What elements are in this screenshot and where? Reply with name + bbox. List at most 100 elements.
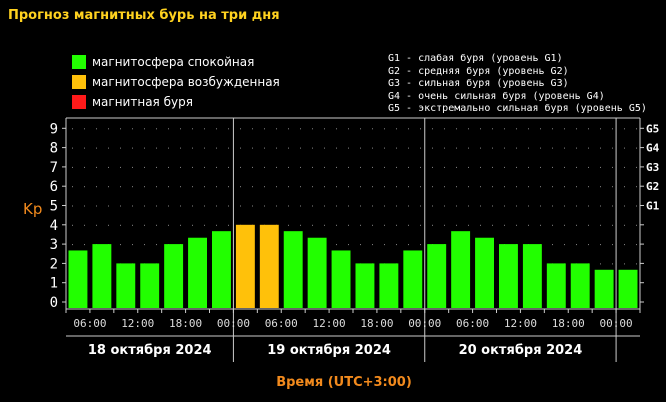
day-label: 18 октября 2024 (88, 343, 212, 358)
kp-bar (451, 231, 471, 308)
grid-dot (564, 147, 565, 149)
grid-dot (540, 128, 541, 130)
grid-dot (540, 186, 541, 188)
grid-dot (444, 128, 445, 130)
grid-dot (240, 147, 241, 149)
grid-dot (456, 128, 457, 130)
grid-dot (588, 186, 589, 188)
grid-dot (396, 186, 397, 188)
grid-dot (72, 224, 73, 226)
grid-dot (264, 166, 265, 168)
grid-dot (408, 166, 409, 168)
grid-dot (552, 128, 553, 130)
grid-dot (564, 128, 565, 130)
grid-dot (384, 147, 385, 149)
grid-dot (636, 205, 637, 207)
grid-dot (156, 224, 157, 226)
grid-dot (132, 244, 133, 246)
grid-dot (132, 205, 133, 207)
grid-dot (468, 205, 469, 207)
grid-dot (540, 224, 541, 226)
grid-dot (396, 224, 397, 226)
grid-dot (444, 147, 445, 149)
grid-dot (432, 186, 433, 188)
grid-dot (144, 244, 145, 246)
grid-dot (384, 205, 385, 207)
grid-dot (204, 224, 205, 226)
grid-dot (360, 224, 361, 226)
grid-dot (600, 244, 601, 246)
grid-dot (408, 205, 409, 207)
grid-dot (360, 186, 361, 188)
grid-dot (528, 166, 529, 168)
grid-dot (348, 224, 349, 226)
kp-bar (379, 263, 399, 308)
grid-dot (108, 205, 109, 207)
x-tick-label: 18:00 (169, 317, 202, 330)
grid-dot (204, 166, 205, 168)
grid-dot (348, 147, 349, 149)
grid-dot (576, 205, 577, 207)
kp-bar (212, 231, 231, 308)
grid-dot (348, 166, 349, 168)
grid-dot (144, 205, 145, 207)
grid-dot (432, 224, 433, 226)
grid-dot (120, 166, 121, 168)
grid-dot (492, 166, 493, 168)
grid-dot (564, 244, 565, 246)
grid-dot (324, 224, 325, 226)
y-tick-label: 8 (50, 141, 58, 157)
grid-dot (420, 244, 421, 246)
grid-dot (228, 205, 229, 207)
grid-dot (492, 186, 493, 188)
grid-dot (552, 166, 553, 168)
grid-dot (144, 186, 145, 188)
grid-dot (312, 224, 313, 226)
grid-dot (600, 224, 601, 226)
grid-dot (276, 166, 277, 168)
grid-dot (432, 147, 433, 149)
grid-dot (444, 186, 445, 188)
grid-dot (456, 186, 457, 188)
grid-dot (564, 186, 565, 188)
grid-dot (540, 166, 541, 168)
g-tick-label: G3 (646, 161, 659, 174)
grid-dot (576, 224, 577, 226)
grid-dot (72, 205, 73, 207)
grid-dot (360, 147, 361, 149)
grid-dot (204, 186, 205, 188)
kp-bar (188, 237, 207, 308)
y-tick-label: 4 (50, 218, 58, 234)
grid-dot (312, 166, 313, 168)
grid-dot (480, 224, 481, 226)
grid-dot (216, 147, 217, 149)
grid-dot (468, 128, 469, 130)
grid-dot (408, 244, 409, 246)
grid-dot (72, 166, 73, 168)
grid-dot (504, 128, 505, 130)
kp-bar (618, 269, 638, 308)
grid-dot (480, 166, 481, 168)
x-tick-label: 18:00 (360, 317, 393, 330)
g-level: G2 - средняя буря (уровень G2) (388, 65, 569, 77)
grid-dot (336, 224, 337, 226)
g-tick-label: G1 (646, 200, 660, 213)
grid-dot (312, 147, 313, 149)
kp-bar (235, 224, 255, 308)
y-tick-label: 0 (50, 295, 58, 311)
grid-dot (288, 224, 289, 226)
grid-dot (612, 263, 613, 265)
grid-dot (348, 128, 349, 130)
grid-dot (156, 166, 157, 168)
grid-dot (624, 166, 625, 168)
x-tick-label: 12:00 (504, 317, 537, 330)
grid-dot (276, 205, 277, 207)
grid-dot (372, 166, 373, 168)
x-tick-label: 00:00 (600, 317, 633, 330)
grid-dot (432, 205, 433, 207)
grid-dot (396, 128, 397, 130)
grid-dot (252, 166, 253, 168)
grid-dot (264, 205, 265, 207)
grid-dot (132, 166, 133, 168)
grid-dot (324, 205, 325, 207)
